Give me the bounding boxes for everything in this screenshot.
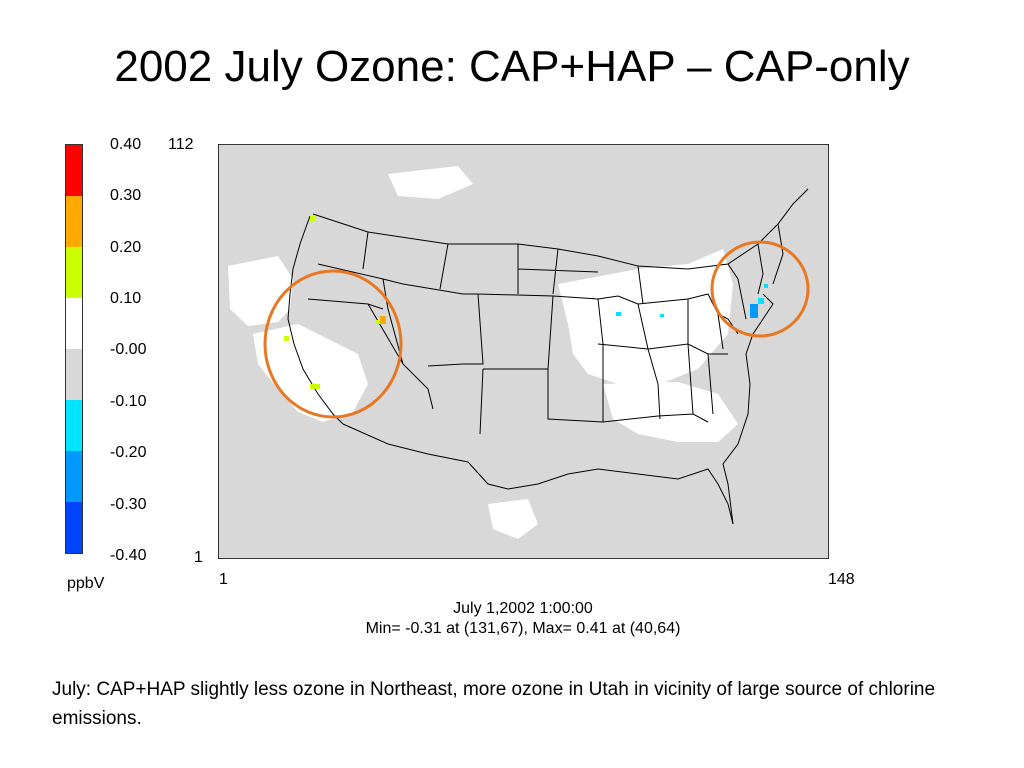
patch-northeast-cyan: [758, 298, 764, 304]
plot-min-max: Min= -0.31 at (131,67), Max= 0.41 at (40…: [365, 620, 681, 637]
legend-label-6: -0.10: [110, 393, 147, 410]
legend-label-9: -0.40: [110, 547, 147, 564]
ozone-difference-map: [218, 144, 829, 559]
legend-swatch-3: [66, 247, 82, 298]
legend-label-3: 0.20: [110, 239, 142, 256]
legend-label-4: 0.10: [110, 290, 142, 307]
slide-title: 2002 July Ozone: CAP+HAP – CAP-only: [114, 42, 910, 91]
patch-utah-yellow: [376, 320, 380, 324]
legend-unit: ppbV: [67, 575, 105, 592]
x-axis-right-label: 148: [828, 571, 855, 588]
near-zero-regions: [228, 166, 738, 539]
legend-swatch-8: [66, 502, 82, 553]
legend-label-1: 0.40: [110, 136, 142, 153]
slide-caption: July: CAP+HAP slightly less ozone in Nor…: [52, 679, 936, 729]
patch-new-england: [764, 284, 768, 288]
legend-label-5: -0.00: [110, 341, 147, 358]
legend-swatch-6: [66, 400, 82, 451]
legend-label-8: -0.30: [110, 496, 147, 513]
legend-label-7: -0.20: [110, 444, 147, 461]
patch-great-lakes-2: [660, 314, 664, 317]
patch-washington: [310, 216, 316, 221]
legend-swatch-2: [66, 196, 82, 247]
patch-southern-california: [310, 384, 320, 389]
color-legend-bar: [65, 144, 83, 554]
legend-label-2: 0.30: [110, 187, 142, 204]
patch-northeast-blue: [750, 304, 758, 318]
legend-swatch-7: [66, 451, 82, 502]
patch-california-coast: [284, 336, 289, 341]
highlight-circle-west: [263, 269, 403, 419]
highlight-circle-northeast: [710, 240, 810, 338]
patch-great-lakes-1: [616, 312, 621, 316]
legend-swatch-1: [66, 145, 82, 196]
y-axis-bottom-label: 1: [194, 549, 203, 566]
plot-timestamp: July 1,2002 1:00:00: [453, 600, 593, 617]
x-axis-left-label: 1: [219, 571, 228, 588]
patch-utah-orange: [380, 316, 386, 324]
legend-swatch-4: [66, 298, 82, 349]
ozone-anomaly-patches: [284, 216, 768, 389]
y-axis-top-label: 112: [168, 136, 194, 153]
legend-swatch-5: [66, 349, 82, 400]
